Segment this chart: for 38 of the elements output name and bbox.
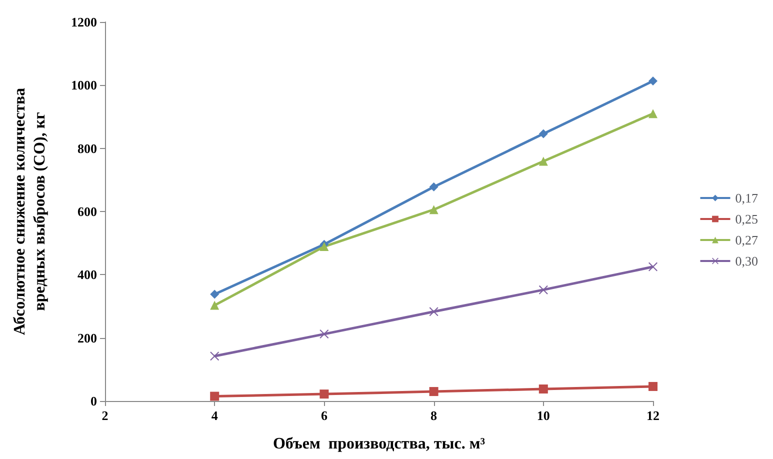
y-tick-label: 1200	[71, 14, 97, 30]
x-tick-label: 10	[536, 408, 550, 423]
point	[648, 76, 658, 86]
point	[538, 285, 548, 294]
point	[210, 290, 220, 299]
point	[210, 392, 220, 401]
y-tick-label: 400	[78, 267, 97, 282]
y-tick-label: 800	[78, 140, 97, 156]
x-tick-label: 8	[430, 408, 438, 423]
point	[429, 307, 438, 316]
point	[429, 182, 438, 192]
legend-label: 0,27	[735, 232, 758, 248]
point	[429, 205, 438, 214]
point	[429, 387, 438, 396]
point	[320, 242, 329, 252]
legend-label: 0,17	[735, 190, 758, 206]
point	[538, 156, 548, 166]
x-tick-label: 4	[211, 408, 218, 423]
point	[210, 352, 220, 361]
point	[648, 262, 658, 272]
x-tick-label: 6	[320, 408, 328, 423]
x-tick-label: 12	[646, 408, 660, 423]
legend-label: 0,25	[735, 212, 758, 226]
point	[648, 109, 658, 118]
legend-label: 0,30	[735, 254, 758, 268]
point	[320, 330, 329, 339]
y-tick-label: 1000	[71, 78, 97, 93]
y-axis-title: Абсолютное снижение количества вредных выбросов (СО), кг	[12, 88, 48, 336]
y-tick-label: 200	[78, 330, 97, 346]
point	[648, 382, 658, 391]
y-tick-label: 0	[90, 394, 97, 408]
x-tick-label: 2	[102, 408, 108, 423]
point	[538, 384, 548, 394]
y-tick-label: 600	[78, 204, 97, 219]
point	[538, 129, 548, 138]
point	[320, 390, 329, 399]
x-axis-title: Объем производства, тыс. м³	[272, 436, 486, 452]
point	[210, 300, 220, 310]
